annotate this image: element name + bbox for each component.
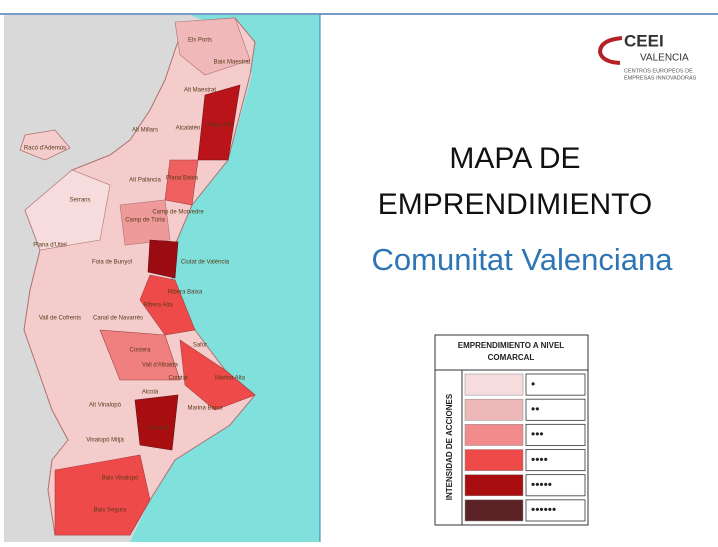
region-label: Els Ports xyxy=(188,38,212,44)
region-label: Costera xyxy=(129,348,151,354)
title: MAPA DE xyxy=(449,142,580,175)
legend-label: •• xyxy=(531,402,539,416)
region xyxy=(179,339,256,411)
region xyxy=(54,454,151,536)
region-label: Plana Baixa xyxy=(166,176,199,182)
region-label: Alcoià xyxy=(142,390,159,396)
region-label: Ciutat de València xyxy=(181,260,230,266)
enclave xyxy=(19,129,71,161)
legend-cell xyxy=(525,474,586,497)
legend-cell xyxy=(525,398,586,421)
region-label: Camp de Morvedre xyxy=(152,210,204,216)
legend: EMPRENDIMIENTO A NIVEL COMARCAL INTENSID… xyxy=(434,334,589,526)
region-label: Serrans xyxy=(69,198,90,204)
map: Els Ports Baix Maestrat Alt Maestrat Pla… xyxy=(4,15,320,542)
land xyxy=(23,17,256,536)
logo-city: VALENCIA xyxy=(640,53,689,64)
legend-label: •••• xyxy=(531,452,548,466)
legend-swatch xyxy=(464,424,524,446)
logo-name: CEEI xyxy=(624,31,664,50)
region-label: Alcalatén xyxy=(176,126,201,132)
region-label: Vall d'Albaida xyxy=(142,363,178,369)
legend-label: ••••• xyxy=(531,477,552,491)
region-label: Foia de Bunyol xyxy=(92,260,132,266)
region xyxy=(139,274,196,336)
region-label: Alt Vinalopó xyxy=(89,403,122,409)
region-label: Racó d'Ademús xyxy=(24,146,66,152)
legend-label: • xyxy=(531,377,535,391)
legend-cell xyxy=(525,499,586,522)
logo-tagline: CENTROS EUROPEOS DE xyxy=(624,68,693,74)
region xyxy=(134,394,179,451)
region-label: Alt Millars xyxy=(132,128,158,134)
region xyxy=(24,169,111,251)
region-label: Alacantí xyxy=(147,426,169,432)
legend-label: ••• xyxy=(531,427,544,441)
region-label: Vinalopó Mitjà xyxy=(86,438,124,444)
region-label: Plana Alta xyxy=(206,123,234,129)
region xyxy=(197,84,241,161)
region xyxy=(99,329,181,381)
legend-cell xyxy=(525,373,586,396)
logo-swoosh xyxy=(597,36,623,65)
logo: CEEI VALENCIA CENTROS EUROPEOS DE EMPRES… xyxy=(597,31,697,81)
region xyxy=(174,17,251,76)
region-label: Marina Alta xyxy=(215,376,246,382)
region-label: Baix Maestrat xyxy=(214,60,251,66)
region-label: Baix Segura xyxy=(94,508,127,514)
region-label: Baix Vinalopó xyxy=(102,476,139,482)
legend-swatch xyxy=(464,474,524,497)
region-label: Safor xyxy=(193,343,207,349)
region xyxy=(119,199,171,246)
region-label: Ribera Alta xyxy=(143,303,173,309)
legend-title: EMPRENDIMIENTO A NIVEL xyxy=(458,341,564,350)
legend-title: COMARCAL xyxy=(488,353,535,362)
region-label: Ribera Baixa xyxy=(168,290,203,296)
region-label: Vall de Cofrents xyxy=(39,316,81,322)
title: EMPRENDIMIENTO xyxy=(378,188,652,221)
region xyxy=(147,239,179,279)
legend-axis: INTENSIDAD DE ACCIONES xyxy=(445,393,454,500)
legend-swatch xyxy=(464,373,524,396)
legend-cell xyxy=(525,423,586,446)
logo-tagline: EMPRESAS INNOVADORAS xyxy=(624,75,697,81)
sea xyxy=(130,15,320,542)
region-label: Canal de Navarrés xyxy=(93,316,143,322)
region-label: Camp de Túria xyxy=(125,218,165,224)
legend-swatch xyxy=(464,398,524,421)
subtitle: Comunitat Valenciana xyxy=(372,242,674,277)
legend-label: •••••• xyxy=(531,503,556,517)
region-label: Alt Palància xyxy=(129,178,161,184)
legend-swatch xyxy=(464,499,524,522)
legend-swatch xyxy=(464,449,524,471)
region-label: Alt Maestrat xyxy=(184,88,216,94)
region-label: Plana d'Utiel xyxy=(33,243,67,249)
region-label: Comtat xyxy=(168,376,188,382)
region xyxy=(164,159,199,206)
legend-cell xyxy=(525,449,586,472)
region-label: Marina Baixa xyxy=(187,406,223,412)
